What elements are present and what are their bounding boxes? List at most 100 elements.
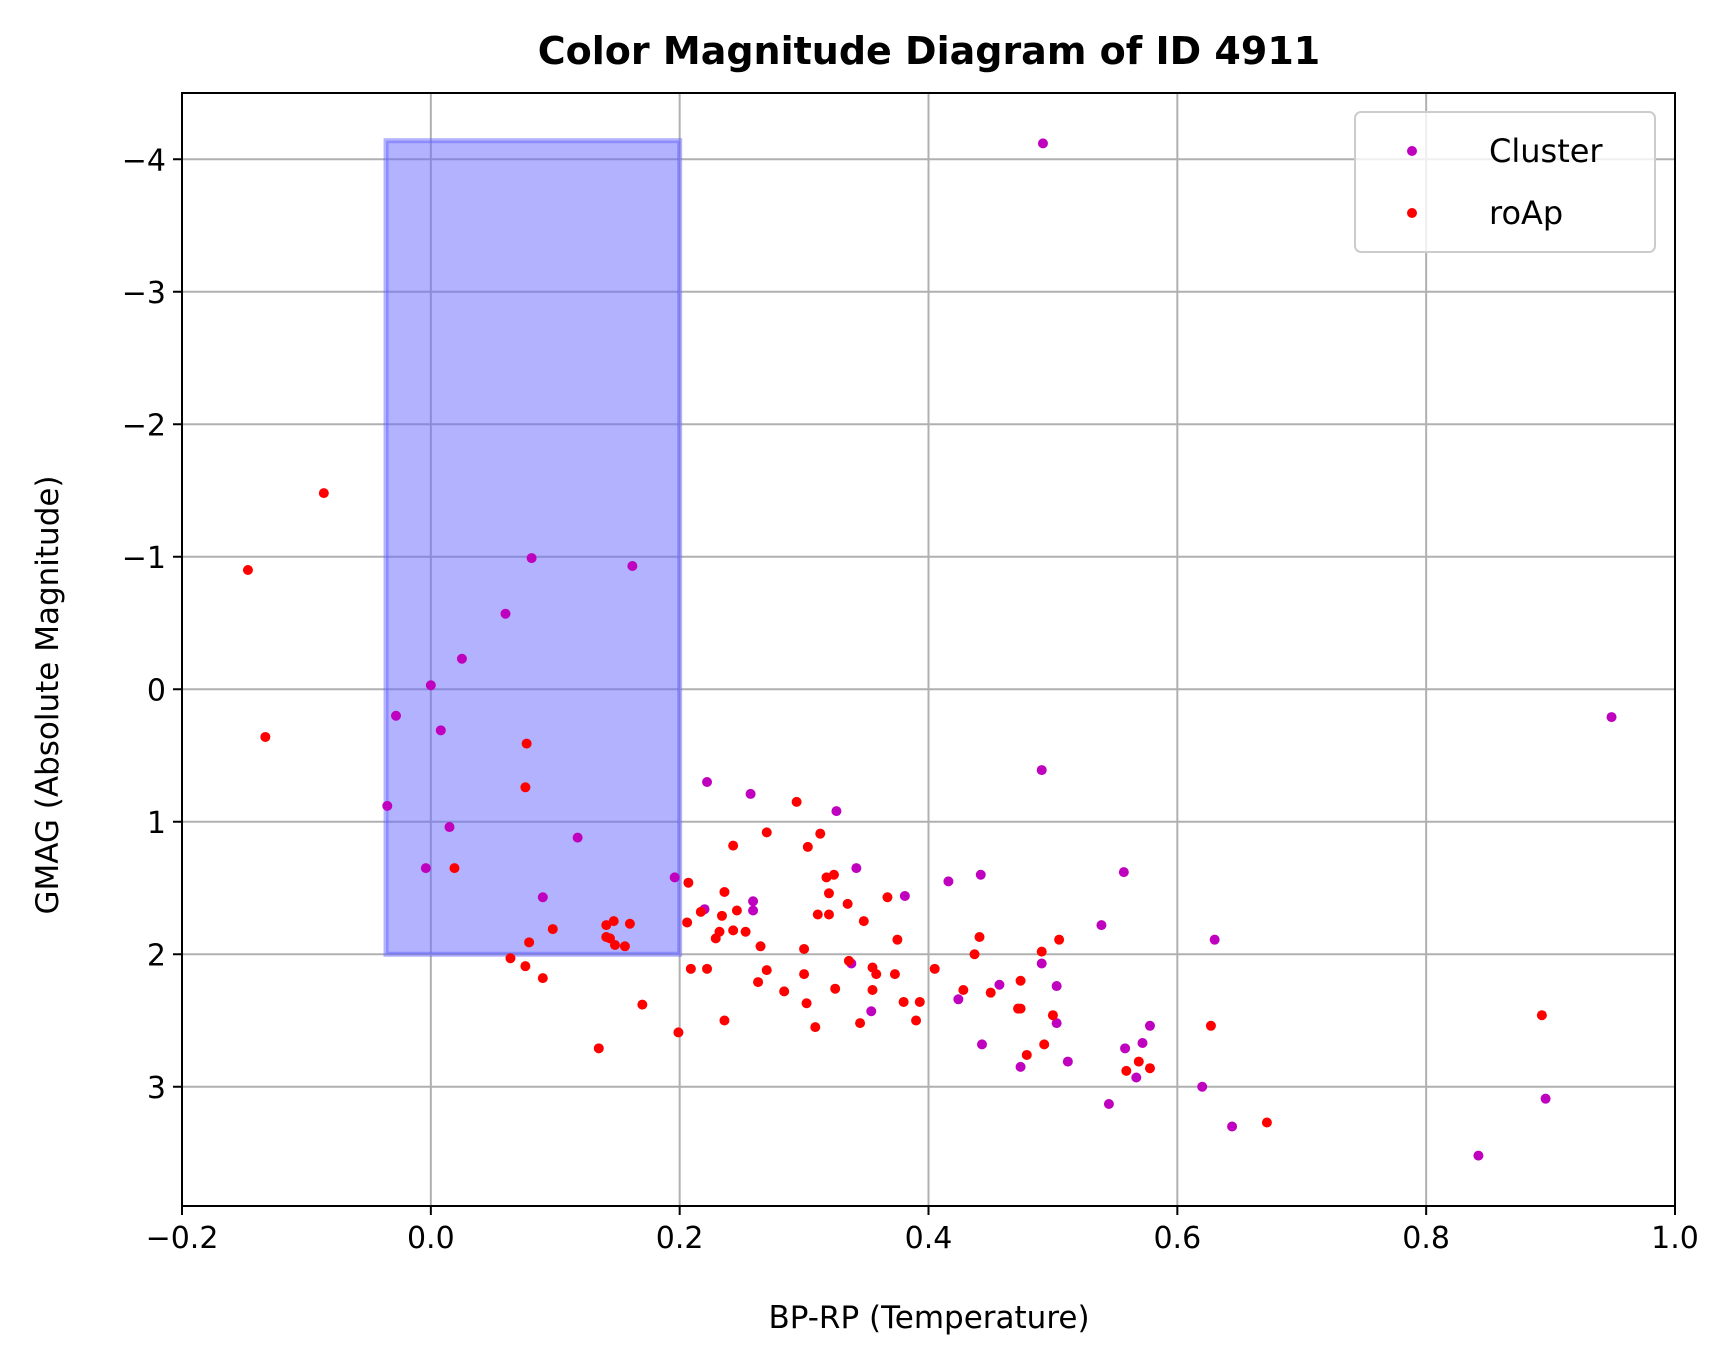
cluster-point-5 [456,653,467,664]
cluster-point-15 [702,777,713,787]
roap-point-64 [911,1015,922,1026]
cluster-point-12 [420,863,431,874]
cluster-point-13 [537,892,548,903]
roap-point-67 [958,985,969,996]
cluster-point-16 [745,788,756,799]
x-tick-label-5: 0.8 [1402,1221,1450,1256]
roap-point-20 [673,1027,684,1038]
cluster-point-34 [1051,981,1062,992]
y-tick-label-0: −4 [122,143,166,178]
roap-point-12 [608,916,619,927]
roap-point-22 [682,917,693,928]
roap-point-61 [892,934,903,945]
roap-point-23 [685,963,696,974]
x-tick-label-4: 0.6 [1153,1221,1201,1256]
roap-point-21 [683,877,694,888]
roap-point-44 [828,869,839,880]
y-tick-label-5: 1 [147,806,166,841]
roap-point-31 [731,905,742,916]
roap-point-7 [524,937,535,948]
roap-point-56 [855,1018,866,1029]
roap-point-46 [812,909,823,920]
roap-point-3 [521,738,532,749]
roap-point-38 [779,986,790,997]
cluster-point-41 [1131,1072,1142,1083]
x-tick-label-1: 0.0 [407,1221,455,1256]
roap-point-41 [802,841,813,852]
cluster-point-14 [669,872,680,883]
x-axis-label: BP-RP (Temperature) [768,1300,1089,1336]
roap-point-18 [637,999,648,1010]
y-tick-label-7: 3 [147,1071,166,1106]
roap-point-52 [801,998,812,1009]
cluster-point-25 [975,869,986,880]
cluster-point-1 [1606,712,1617,723]
cluster-point-36 [976,1039,987,1050]
roap-point-62 [889,969,900,980]
roap-point-76 [1039,1039,1050,1050]
legend-box [1354,111,1656,253]
roap-point-53 [810,1022,821,1033]
roap-point-68 [969,949,980,960]
roap-point-63 [898,996,909,1007]
cluster-point-8 [435,725,446,736]
cluster-point-38 [1062,1056,1073,1067]
cluster-point-20 [748,896,759,907]
roap-point-75 [1036,946,1047,957]
cluster-point-39 [1120,1043,1131,1054]
roap-point-2 [260,731,271,742]
y-tick-label-3: −1 [122,541,166,576]
legend-label-roap: roAp [1489,194,1563,232]
roap-point-5 [449,863,460,874]
roap-point-1 [242,565,253,575]
roap-point-55 [843,955,854,966]
roap-point-39 [719,1015,730,1026]
legend-marker-cluster [1407,146,1417,156]
roap-point-65 [914,996,925,1007]
roap-point-6 [547,924,558,935]
roap-point-24 [702,963,713,974]
scatter-points [242,138,1617,1161]
roap-point-54 [830,983,841,994]
cluster-point-46 [1473,1150,1484,1161]
roap-point-35 [755,941,766,952]
roap-point-27 [716,910,727,921]
roap-point-69 [974,932,985,943]
cluster-point-42 [1144,1020,1155,1031]
cluster-point-0 [1037,138,1048,149]
cluster-point-32 [953,994,964,1005]
cluster-point-11 [572,832,583,843]
cluster-point-47 [1540,1093,1551,1104]
roap-point-48 [842,898,853,909]
roap-point-8 [505,953,516,964]
cluster-point-43 [1103,1098,1114,1109]
cluster-point-6 [425,680,436,691]
roap-point-26 [719,886,730,897]
roap-point-82 [1205,1020,1216,1031]
roap-point-42 [815,828,826,839]
cluster-point-4 [500,608,511,619]
cluster-point-31 [866,1006,877,1017]
cluster-point-17 [831,806,842,817]
roap-point-60 [882,892,893,903]
cluster-point-23 [899,890,910,901]
roap-point-72 [1015,975,1026,986]
roap-point-78 [1054,934,1065,945]
cluster-point-33 [994,979,1005,990]
roap-point-37 [753,977,764,988]
y-axis-label: GMAG (Absolute Magnitude) [30,475,66,914]
x-tick-label-2: 0.2 [656,1221,704,1256]
roap-point-73 [1015,1003,1026,1014]
legend-marker-roap [1407,208,1417,218]
cluster-point-44 [1197,1081,1208,1092]
roap-point-58 [871,969,882,980]
cluster-point-27 [1096,920,1107,931]
roap-point-9 [520,961,531,972]
x-axis-ticks: −0.2 0.0 0.2 0.4 0.6 0.8 1.0 [146,1206,1699,1256]
cluster-point-3 [627,561,638,572]
roap-point-80 [1133,1056,1144,1067]
roap-point-4 [520,782,531,793]
cluster-point-37 [1015,1061,1026,1072]
cluster-point-26 [1118,867,1129,878]
roap-point-79 [1121,1065,1132,1076]
